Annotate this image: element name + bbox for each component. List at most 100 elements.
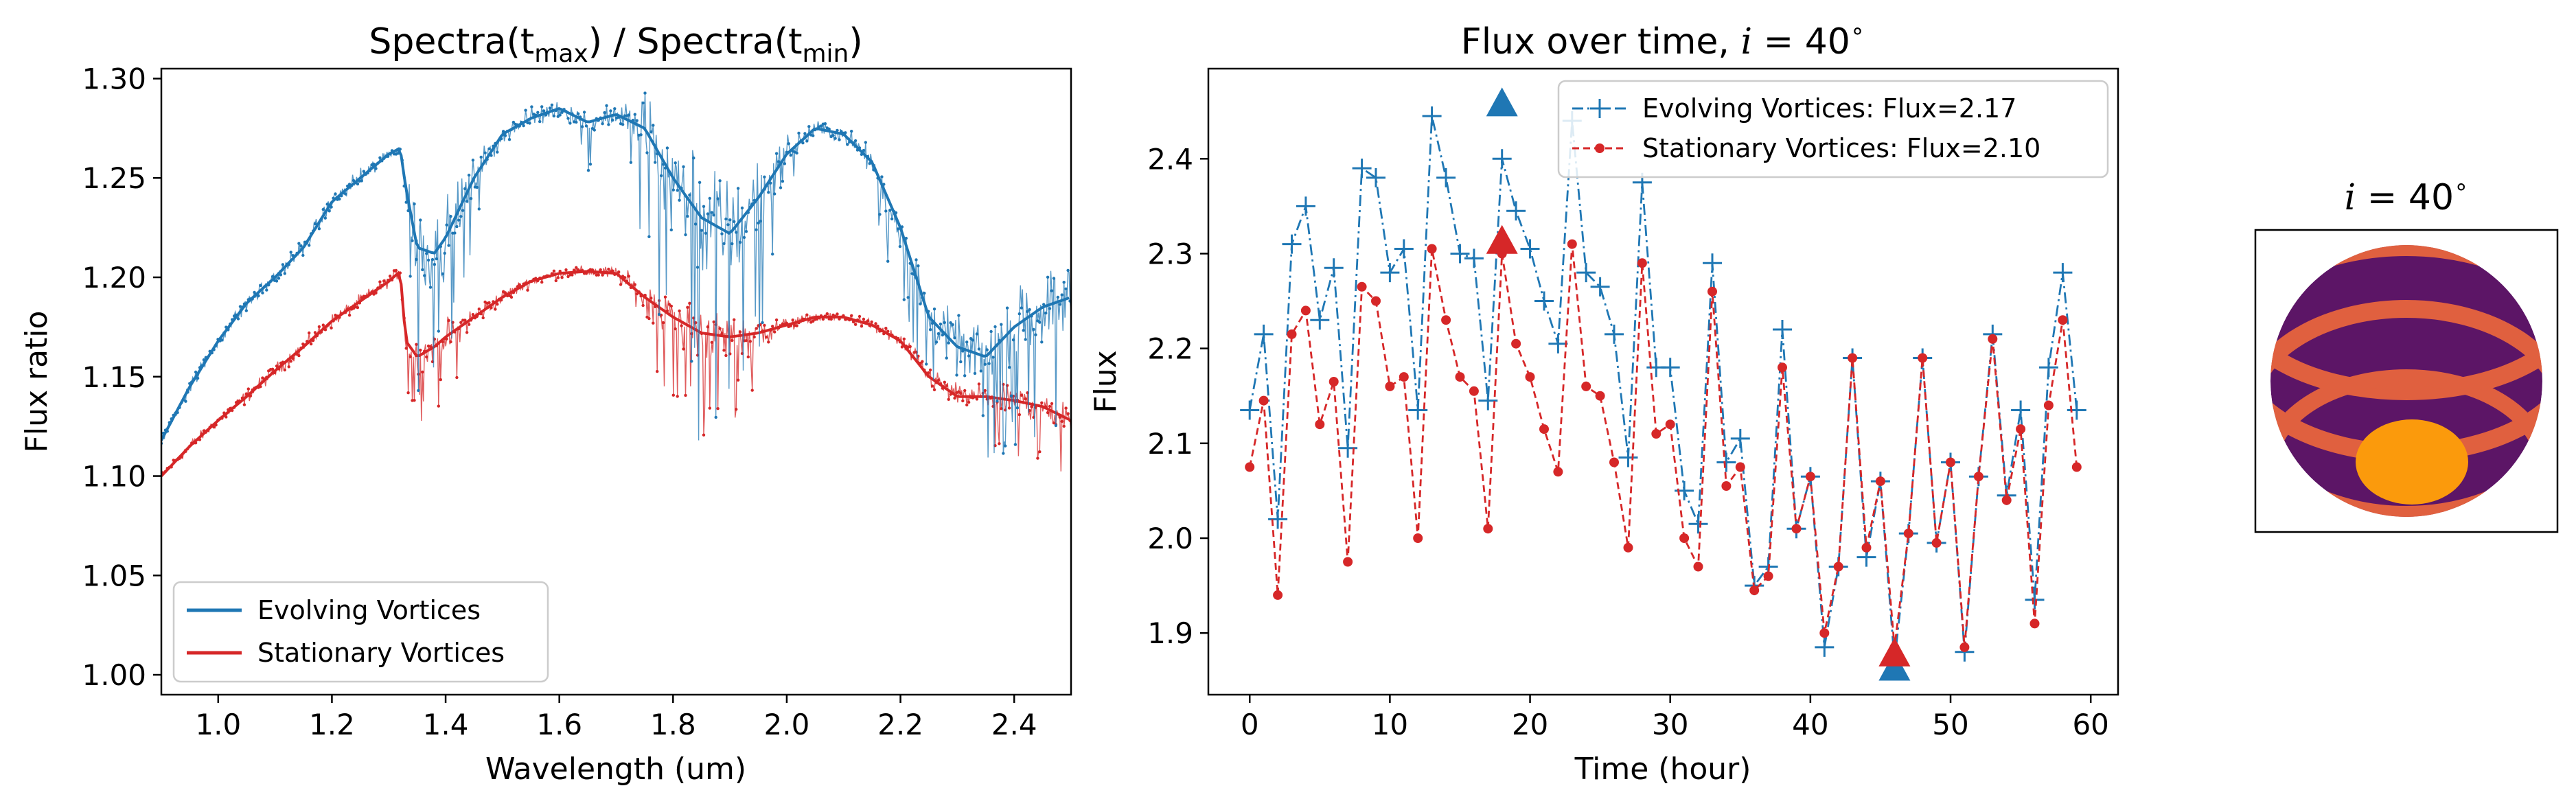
spectra-point (206, 429, 209, 432)
spectra-point (686, 305, 689, 309)
spectra-point (443, 251, 446, 255)
spectra-point (507, 138, 511, 141)
spectra-point (216, 338, 220, 341)
spectra-point (652, 321, 655, 325)
spectra-point (601, 273, 604, 277)
spectra-point (453, 330, 457, 334)
spectra-point (212, 348, 216, 351)
flux-point (1875, 476, 1885, 487)
spectra-point (607, 123, 610, 126)
plus-marker-icon (1590, 99, 1609, 118)
spectra-point (426, 258, 430, 262)
spectra-point (430, 257, 435, 262)
flux-point (1918, 353, 1928, 363)
spectra-point (921, 360, 924, 363)
flux-x-tick-label: 10 (1372, 708, 1408, 741)
spectra-point (593, 271, 596, 275)
spectra-point (680, 324, 683, 327)
spectra-point (957, 314, 961, 317)
spectra-point (554, 279, 557, 283)
spectra-point (485, 158, 489, 161)
spectra-point (242, 302, 246, 305)
spectra-point (200, 432, 204, 436)
spectra-point (520, 285, 523, 288)
spectra-point (919, 361, 922, 365)
spectra-point (279, 273, 283, 277)
flux-y-tick-label: 1.9 (1147, 616, 1193, 650)
spectra-point (1009, 394, 1013, 397)
flux-point (1707, 286, 1717, 297)
spectra-point (698, 181, 702, 184)
spectra-point (671, 393, 675, 397)
spectra-point (676, 189, 679, 192)
spectra-point (465, 200, 469, 203)
spectra-point (206, 355, 209, 359)
spectra-point (910, 355, 914, 358)
spectra-point (269, 279, 273, 283)
spectra-point (588, 163, 593, 166)
spectra-point (823, 314, 827, 318)
spectra-point (781, 179, 785, 183)
spectra-point (321, 207, 325, 211)
spectra-point (981, 414, 985, 417)
spectra-point (860, 325, 864, 328)
spectra-point (511, 120, 516, 124)
spectra-point (864, 141, 868, 144)
spectra-point (222, 411, 226, 415)
spectra-point (805, 313, 809, 316)
spectra-point (536, 111, 540, 114)
spectra-point (317, 325, 321, 329)
spectra-point (625, 279, 629, 283)
flux-point (1778, 362, 1787, 373)
spectra-series-layer (161, 91, 1071, 478)
spectra-point (552, 269, 556, 273)
flux-y-tick-label: 2.3 (1147, 237, 1193, 270)
spectra-point (349, 184, 354, 187)
spectra-point (406, 391, 410, 395)
spectra-point (524, 281, 527, 285)
spectra-point (769, 328, 772, 332)
spectra-point (394, 268, 398, 273)
spectra-point (374, 291, 378, 294)
spectra-point (1056, 413, 1060, 416)
flux-x-tick-label: 60 (2072, 708, 2108, 741)
spectra-point (306, 340, 309, 343)
spectra-point (463, 187, 467, 191)
spectra-point (858, 146, 862, 150)
flux-point (1366, 167, 1385, 187)
spectra-point (168, 421, 171, 424)
flux-point (1329, 377, 1339, 386)
spectra-point (1038, 321, 1042, 324)
spectra-point (803, 317, 807, 321)
spectra-point (275, 279, 279, 283)
spectra-point (340, 194, 343, 198)
spectra-point (738, 240, 742, 244)
spectra-point (1036, 456, 1039, 460)
spectra-point (536, 279, 540, 283)
spectra-point (315, 334, 319, 338)
spectra-point (750, 202, 754, 206)
flux-point (1763, 571, 1773, 581)
spectra-point (923, 291, 926, 295)
flux-point (1595, 391, 1605, 401)
spectra-point (249, 394, 252, 398)
spectra-point (838, 317, 841, 321)
flux-point (1324, 258, 1344, 278)
spectra-point (214, 423, 218, 427)
flux-point (1773, 320, 1792, 339)
spectra-point (238, 400, 242, 404)
flux-point (1422, 106, 1442, 126)
spectra-point (172, 413, 175, 417)
spectra-point (779, 186, 783, 189)
spectra-point (323, 328, 327, 332)
spectra-point (797, 131, 801, 135)
spectra-point (898, 340, 902, 344)
flux-point (1492, 149, 1512, 169)
spectra-point (860, 152, 864, 157)
spectra-point (615, 272, 619, 276)
spectra-point (323, 216, 327, 220)
spectra-point (848, 318, 851, 322)
spectra-point (236, 317, 240, 321)
spectra-point (475, 185, 479, 189)
spectra-y-tick-label: 1.25 (82, 161, 146, 195)
